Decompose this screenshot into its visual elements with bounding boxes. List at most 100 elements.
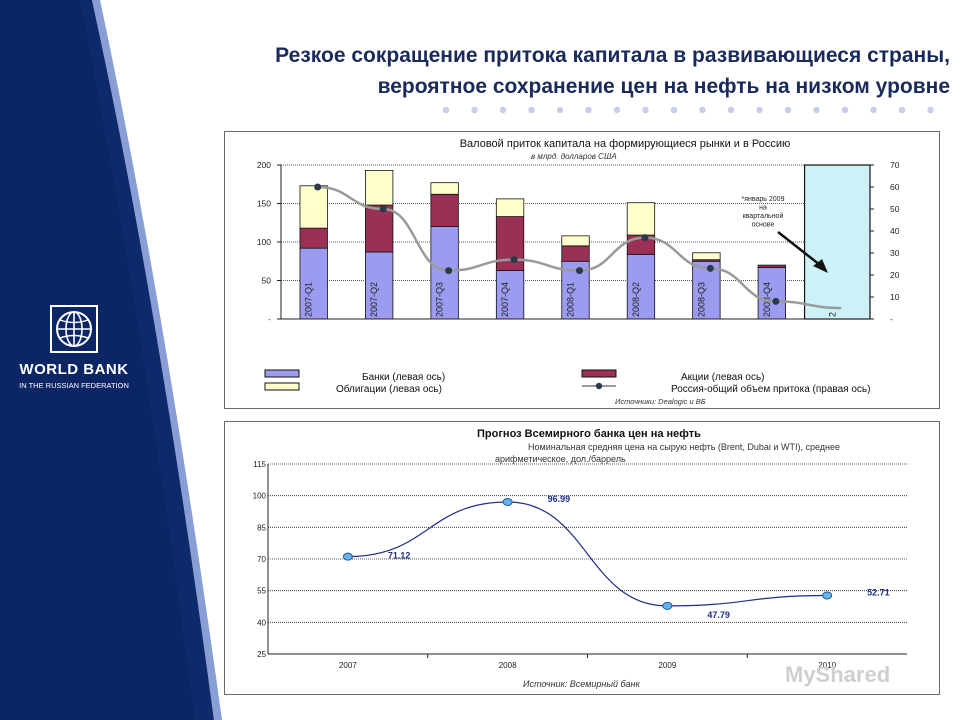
chart1-bar-segment: [561, 235, 590, 247]
title-dot: [642, 106, 649, 114]
chart1-y-right-tick: -: [890, 314, 893, 324]
chart2-point: [662, 601, 673, 610]
chart1-bar-segment: [365, 169, 394, 206]
chart1-y-right-tick: 50: [890, 204, 900, 214]
chart2-line-series: [347, 501, 828, 607]
watermark: MyShared: [785, 662, 890, 687]
chart1-category-label: 2007-Q2: [369, 282, 379, 317]
globe-icon: [50, 305, 98, 353]
chart1-category-label: 2008-Q1: [566, 282, 576, 317]
chart1-line-point: [379, 205, 387, 213]
chart1-bar-segment: [692, 252, 721, 261]
title-dot: [613, 106, 621, 114]
chart2-y-tick: 70: [257, 555, 266, 564]
chart1-y-left-tick: -: [268, 314, 271, 324]
chart1-legend-stocks: Акции (левая ось): [681, 372, 765, 383]
title-dot: [442, 106, 450, 114]
chart1-annotation: *январь 2009: [742, 196, 785, 203]
chart1-annotation: квартальной: [743, 212, 784, 220]
chart2-x-tick: 2008: [499, 661, 517, 670]
chart1-line-point: [772, 297, 780, 305]
chart1-y-right-tick: 40: [890, 226, 900, 236]
chart1-y-right-tick: 10: [890, 292, 900, 302]
chart1-bar-segment: [626, 202, 656, 236]
chart1-bar-segment: [430, 182, 459, 195]
page-title-line-1: Резкое сокращение притока капитала в раз…: [275, 44, 950, 67]
title-dots: [442, 106, 934, 114]
title-dot: [813, 106, 820, 114]
oil-price-chart: Прогноз Всемирного банка цен на нефть Ном…: [253, 428, 907, 689]
chart2-subtitle-2: арифметическое, дол./баррель: [495, 454, 626, 464]
chart1-arrow-head: [813, 259, 828, 273]
title-dot: [870, 106, 877, 114]
capital-inflow-chart-panel: Валовой приток капитала на формирующиеся…: [224, 131, 940, 409]
chart1-bar-segment: [495, 198, 525, 217]
chart2-data-label: 52.71: [867, 588, 890, 598]
chart2-x-tick: 2010: [818, 661, 836, 670]
chart2-point: [342, 552, 353, 561]
chart1-legend-line-point: [595, 382, 603, 390]
chart1-bar-segment: [495, 216, 525, 271]
chart2-y-tick: 40: [257, 618, 266, 627]
chart1-bar-segment: [365, 251, 394, 320]
title-dot: [699, 106, 706, 114]
chart2-y-tick: 100: [253, 492, 267, 501]
title-dot: [585, 106, 592, 114]
chart1-category-label: 2007-Q1: [304, 282, 314, 317]
logo-name: WORLD BANK: [19, 361, 129, 378]
chart1-y-right-tick: 20: [890, 270, 900, 280]
oil-price-chart-panel: Прогноз Всемирного банка цен на нефть Ном…: [224, 421, 940, 695]
logo-subtitle: IN THE RUSSIAN FEDERATION: [19, 381, 129, 390]
chart1-line-point: [445, 267, 453, 275]
title-dot: [471, 106, 478, 114]
chart1-y-left-tick: 50: [262, 276, 272, 286]
chart1-legend-swatch-banks: [264, 369, 300, 378]
chart1-legend-swatch-stocks: [581, 369, 617, 378]
chart2-source: Источник: Всемирный банк: [523, 679, 640, 689]
chart2-data-label: 71.12: [388, 551, 411, 561]
chart1-line-point: [510, 256, 518, 264]
chart1-line-point: [706, 264, 714, 272]
chart1-bar-segment: [299, 227, 328, 249]
chart1-title: Валовой приток капитала на формирующиеся…: [460, 138, 791, 150]
chart2-x-tick: 2007: [339, 661, 357, 670]
chart1-annotation-arrow: [777, 231, 821, 266]
chart2-y-tick: 55: [257, 587, 266, 596]
chart2-point: [502, 498, 513, 507]
chart1-y-left-tick: 150: [257, 199, 271, 209]
chart1-legend-russia: Россия-общий объем притока (правая ось): [671, 383, 870, 395]
chart1-line-point: [641, 234, 649, 242]
chart1-legend-banks: Банки (левая ось): [362, 372, 445, 383]
chart1-highlight-bar: [803, 164, 871, 320]
chart2-y-tick: 115: [253, 460, 266, 469]
chart1-category-label: 2008-Q3: [696, 282, 706, 317]
chart2-data-label: 96.99: [548, 494, 571, 504]
chart1-category-label: 2: [827, 312, 837, 317]
chart1-annotation: на: [759, 205, 767, 212]
chart1-subtitle: в млрд. долларов США: [531, 152, 617, 161]
world-bank-logo: WORLD BANK IN THE RUSSIAN FEDERATION: [14, 305, 134, 390]
chart1-line-point: [314, 183, 322, 191]
chart1-legend-bonds: Облигации (левая ось): [336, 383, 442, 395]
chart1-legend-swatch-bonds: [264, 382, 300, 391]
title-dot: [670, 106, 678, 114]
chart2-title: Прогноз Всемирного банка цен на нефть: [477, 428, 701, 440]
chart1-bar-segment: [430, 226, 459, 320]
chart1-category-label: 2007-Q4: [500, 282, 510, 317]
title-dot: [756, 106, 763, 114]
chart1-category-label: 2008-Q2: [631, 282, 641, 317]
capital-inflow-chart: Валовой приток капитала на формирующиеся…: [257, 138, 900, 406]
chart1-bar-segment: [495, 270, 525, 320]
chart1-y-right-tick: 30: [890, 248, 900, 258]
chart1-bar-segment: [430, 193, 459, 227]
chart1-bar-segment: [561, 245, 590, 262]
title-dot: [528, 106, 535, 114]
chart1-bar-segment: [757, 264, 786, 268]
chart1-category-label: 2007-Q3: [435, 282, 445, 317]
title-dot: [898, 106, 906, 114]
chart2-subtitle-1: Номинальная средняя цена на сырую нефть …: [528, 442, 840, 452]
title-dot: [841, 106, 849, 114]
chart1-y-left-tick: 200: [257, 160, 271, 170]
chart2-point: [822, 591, 833, 600]
